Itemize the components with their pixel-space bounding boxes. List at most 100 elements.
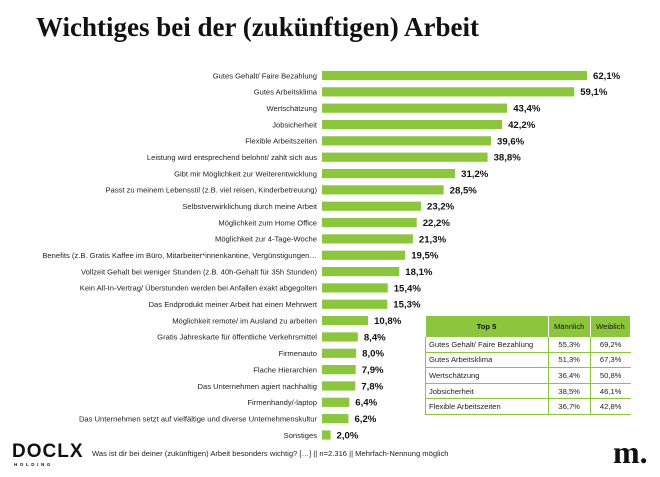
category-label: Wertschätzung <box>266 104 317 113</box>
table-row: Gutes Gehalt/ Faire Bezahlung 55,3% 69,2… <box>425 337 631 353</box>
category-label: Gutes Arbeitsklima <box>254 88 318 97</box>
data-label: 2,0% <box>337 430 359 441</box>
data-label: 6,4% <box>355 398 377 409</box>
bar <box>322 316 369 326</box>
data-label: 8,0% <box>362 349 384 360</box>
data-label: 8,4% <box>364 332 386 343</box>
category-label: Selbstverwirklichung durch meine Arbeit <box>182 202 318 211</box>
category-label: Jobsicherheit <box>272 120 318 129</box>
category-label: Passt zu meinem Lebensstil (z.B. viel re… <box>106 186 318 195</box>
bar <box>322 430 331 440</box>
top5-row-female: 42,8% <box>590 398 631 415</box>
bar <box>322 283 388 293</box>
bar <box>322 234 413 244</box>
category-label: Möglichkeit zum Home Office <box>218 218 317 227</box>
data-label: 23,2% <box>427 202 455 213</box>
top5-header-male: Männlich <box>548 316 591 337</box>
footer-note: Was ist dir bei deiner (zukünftigen) Arb… <box>92 449 449 458</box>
data-label: 19,5% <box>411 251 439 262</box>
page-title: Wichtiges bei der (zukünftigen) Arbeit <box>36 12 479 42</box>
data-label: 6,2% <box>354 414 376 425</box>
bar <box>322 348 357 358</box>
data-label: 39,6% <box>497 136 525 147</box>
data-label: 15,4% <box>394 283 422 294</box>
table-row: Jobsicherheit 38,5% 46,1% <box>425 383 631 400</box>
bar <box>322 168 456 179</box>
category-label: Sonstiges <box>284 431 318 440</box>
category-label: Flache Hierarchien <box>253 365 317 374</box>
data-label: 21,3% <box>419 234 447 245</box>
category-label: Firmenauto <box>279 349 317 358</box>
bar <box>322 119 503 130</box>
top5-row-label: Gutes Gehalt/ Faire Bezahlung <box>425 337 549 353</box>
category-label: Gutes Gehalt/ Faire Bezahlung <box>213 71 317 80</box>
bar <box>322 250 406 260</box>
top5-row-female: 69,2% <box>590 337 631 353</box>
data-label: 7,8% <box>361 381 383 392</box>
top5-row-female: 67,3% <box>590 352 631 369</box>
category-label: Möglichkeit zur 4-Tage-Woche <box>215 235 317 244</box>
bar <box>322 103 508 113</box>
category-label: Leistung wird entsprechend belohnt/ zahl… <box>147 153 317 162</box>
top5-row-male: 36,7% <box>548 398 591 415</box>
category-label: Vollzeit Gehalt bei weniger Stunden (z.B… <box>81 267 317 276</box>
bar <box>322 397 350 407</box>
bar <box>322 152 488 162</box>
bar <box>322 201 422 211</box>
bar <box>322 136 491 146</box>
bar <box>322 87 575 97</box>
data-label: 59,1% <box>580 87 608 98</box>
top5-row-female: 46,1% <box>590 383 631 400</box>
data-label: 15,3% <box>393 300 421 311</box>
top5-row-label: Flexible Arbeitszeiten <box>425 398 549 415</box>
table-row: Gutes Arbeitsklima 51,3% 67,3% <box>425 352 631 369</box>
data-label: 18,1% <box>405 267 433 278</box>
top5-row-male: 36,4% <box>548 367 591 384</box>
top5-row-male: 55,3% <box>548 337 591 353</box>
bar <box>322 365 356 375</box>
top5-row-label: Gutes Arbeitsklima <box>425 352 549 369</box>
doclx-logo: DOCLX <box>12 441 84 462</box>
bar <box>322 70 587 81</box>
top5-header-row: Top 5 Männlich Weiblich <box>425 316 632 337</box>
table-row: Wertschätzung 36,4% 50,8% <box>425 367 631 384</box>
bar <box>322 266 400 277</box>
top5-row-female: 50,8% <box>590 367 631 384</box>
top5-header-female: Weiblich <box>590 316 632 337</box>
category-label: Flexible Arbeitszeiten <box>245 137 317 146</box>
category-label: Kein All-In-Vertrag/ Überstunden werden … <box>80 284 317 293</box>
doclx-logo-subtitle: HOLDING <box>14 462 53 467</box>
data-label: 31,2% <box>461 169 489 180</box>
data-label: 43,4% <box>513 104 541 115</box>
top5-row-male: 51,3% <box>548 352 591 369</box>
data-label: 38,8% <box>494 153 522 164</box>
top5-row-male: 38,5% <box>548 383 591 400</box>
category-label: Möglichkeit remote/ im Ausland zu arbeit… <box>172 316 317 325</box>
data-label: 7,9% <box>362 365 384 376</box>
data-label: 22,2% <box>423 218 451 229</box>
category-label: Gratis Jahreskarte für öffentliche Verke… <box>157 333 317 342</box>
category-label: Das Unternehmen setzt auf vielfältige un… <box>79 414 318 423</box>
top5-row-label: Wertschätzung <box>425 367 549 384</box>
bar <box>322 185 444 195</box>
bar <box>322 414 349 424</box>
m-logo: m. <box>613 434 648 470</box>
data-label: 62,1% <box>593 71 621 82</box>
data-label: 42,2% <box>508 120 536 131</box>
category-label: Benefits (z.B. Gratis Kaffee im Büro, Mi… <box>42 251 317 260</box>
top5-header-label: Top 5 <box>425 316 549 337</box>
bar <box>322 299 388 309</box>
top5-row-label: Jobsicherheit <box>425 383 549 400</box>
top5-table: Top 5 Männlich Weiblich Gutes Gehalt/ Fa… <box>425 316 632 415</box>
bar <box>322 381 356 391</box>
bar <box>322 217 417 228</box>
category-label: Firmenhandy/-laptop <box>247 398 317 407</box>
category-label: Das Endprodukt meiner Arbeit hat einen M… <box>149 300 318 309</box>
category-label: Das Unternehmen agiert nachhaltig <box>198 382 317 391</box>
category-label: Gibt mir Möglichkeit zur Weiterentwicklu… <box>174 169 317 178</box>
data-label: 28,5% <box>450 185 478 196</box>
table-row: Flexible Arbeitszeiten 36,7% 42,8% <box>425 398 631 415</box>
data-label: 10,8% <box>374 316 402 327</box>
bar <box>322 332 358 342</box>
